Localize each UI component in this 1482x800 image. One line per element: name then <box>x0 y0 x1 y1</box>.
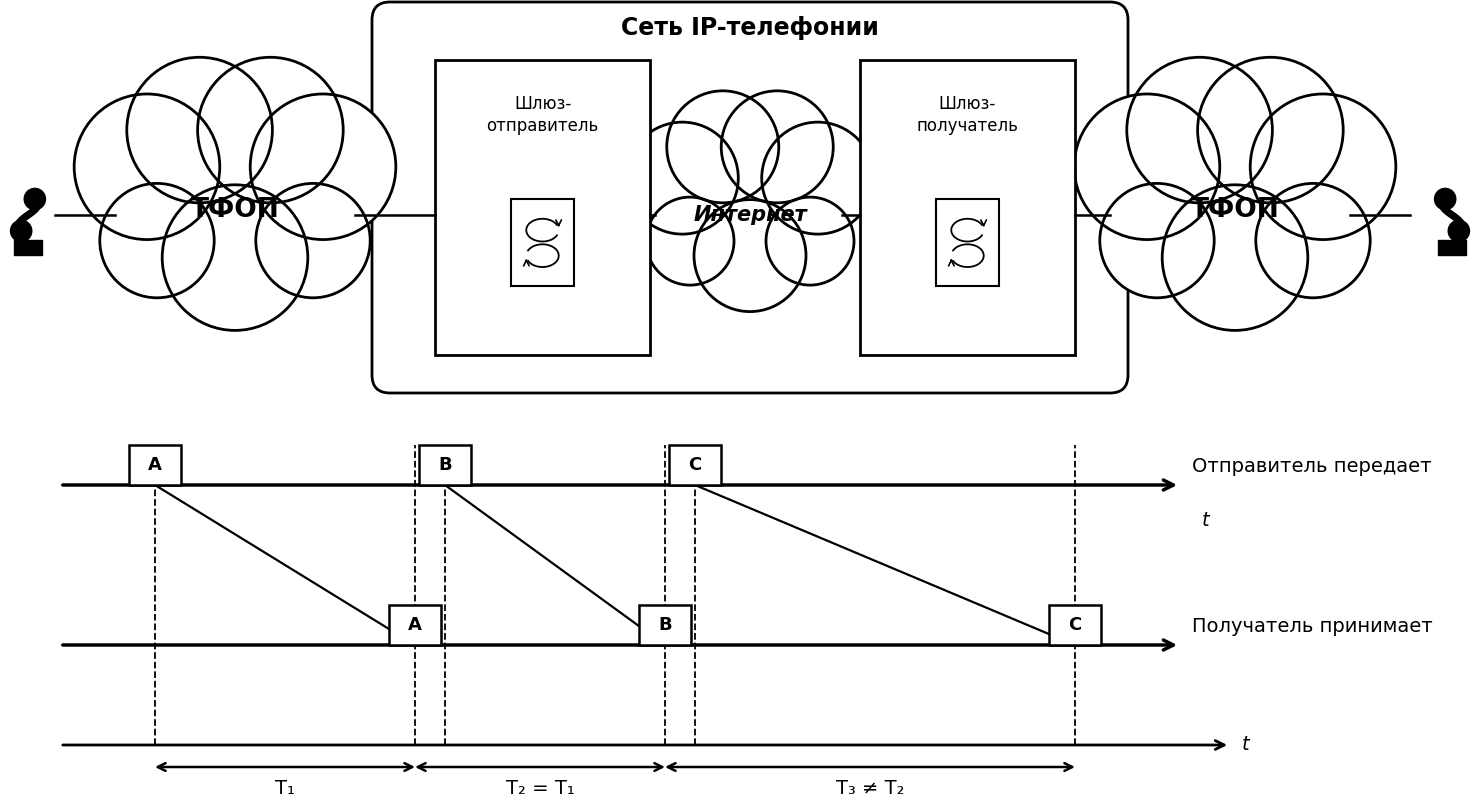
Bar <box>860 60 1074 355</box>
FancyBboxPatch shape <box>372 2 1128 393</box>
Circle shape <box>10 220 31 242</box>
Text: ТФОП: ТФОП <box>191 197 280 223</box>
Text: Шлюз-
отправитель: Шлюз- отправитель <box>486 95 599 135</box>
Circle shape <box>646 197 734 285</box>
Bar <box>419 445 471 485</box>
Circle shape <box>256 183 370 298</box>
Bar <box>436 60 651 355</box>
Text: B: B <box>439 456 452 474</box>
Text: A: A <box>408 616 422 634</box>
Bar <box>388 605 442 645</box>
Circle shape <box>99 183 215 298</box>
Circle shape <box>667 91 778 203</box>
Text: T₁: T₁ <box>276 779 295 798</box>
Text: ТФОП: ТФОП <box>1190 197 1279 223</box>
Circle shape <box>250 94 396 239</box>
Text: Отправитель передает: Отправитель передает <box>1192 458 1432 477</box>
Circle shape <box>762 122 874 234</box>
Circle shape <box>1255 183 1371 298</box>
Circle shape <box>694 200 806 312</box>
Circle shape <box>162 185 308 330</box>
Text: Шлюз-
получатель: Шлюз- получатель <box>916 95 1018 135</box>
Circle shape <box>1126 58 1273 203</box>
Bar <box>668 445 722 485</box>
Circle shape <box>24 188 46 210</box>
Text: A: A <box>148 456 162 474</box>
Circle shape <box>1435 188 1455 210</box>
Circle shape <box>74 94 219 239</box>
Circle shape <box>1162 185 1307 330</box>
Circle shape <box>1100 183 1214 298</box>
Bar <box>13 241 43 255</box>
Bar <box>129 445 181 485</box>
Circle shape <box>1197 58 1343 203</box>
Text: B: B <box>658 616 671 634</box>
Circle shape <box>1074 94 1220 239</box>
Circle shape <box>722 91 833 203</box>
Text: C: C <box>688 456 701 474</box>
Text: t: t <box>1202 510 1209 530</box>
Text: Сеть IP-телефонии: Сеть IP-телефонии <box>621 16 879 40</box>
Text: T₃ ≠ T₂: T₃ ≠ T₂ <box>836 779 904 798</box>
Bar <box>1438 241 1466 255</box>
Circle shape <box>1251 94 1396 239</box>
Bar <box>1049 605 1101 645</box>
Text: Получатель принимает: Получатель принимает <box>1192 618 1433 637</box>
Circle shape <box>766 197 854 285</box>
Text: C: C <box>1069 616 1082 634</box>
Text: t: t <box>1242 735 1249 754</box>
Text: Интернет: Интернет <box>694 205 806 225</box>
Bar <box>935 199 999 286</box>
Circle shape <box>627 122 738 234</box>
Text: T₂ = T₁: T₂ = T₁ <box>505 779 575 798</box>
Bar <box>639 605 691 645</box>
Circle shape <box>197 58 344 203</box>
Circle shape <box>127 58 273 203</box>
Bar <box>511 199 575 286</box>
Circle shape <box>1448 220 1470 242</box>
